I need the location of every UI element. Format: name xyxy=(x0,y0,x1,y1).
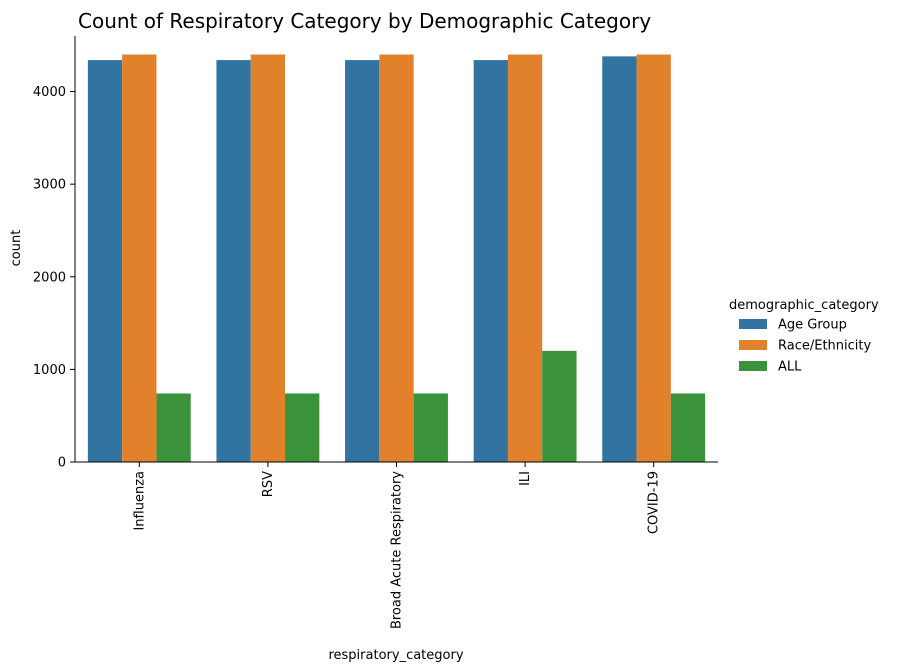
y-axis: 0 1000 2000 3000 4000 xyxy=(33,36,76,471)
y-axis-label: count xyxy=(9,230,24,267)
bar-all-ili xyxy=(542,350,577,462)
bar-race-ethnicity-broad-acute-respiratory xyxy=(379,54,414,463)
legend-entry-label: ALL xyxy=(778,360,802,375)
bar-age-group-broad-acute-respiratory xyxy=(345,60,380,462)
x-tick-label: Broad Acute Respiratory xyxy=(390,471,405,629)
y-tick-label: 3000 xyxy=(33,178,66,193)
bar-all-covid-19 xyxy=(670,393,706,462)
plot-area xyxy=(87,54,706,463)
x-tick-label: COVID-19 xyxy=(647,471,662,534)
bar-age-group-rsv xyxy=(216,60,251,462)
y-tick-label: 4000 xyxy=(33,85,66,100)
x-tick-label: RSV xyxy=(261,471,276,497)
chart-title: Count of Respiratory Category by Demogra… xyxy=(78,9,651,33)
bar-all-rsv xyxy=(285,393,320,462)
x-tick-label: ILI xyxy=(518,471,533,486)
x-axis: Influenza RSV Broad Acute Respiratory ILI CO… xyxy=(75,461,718,629)
x-tick-label: Influenza xyxy=(132,471,147,531)
legend-swatch xyxy=(739,319,767,329)
bar-all-influenza xyxy=(156,393,191,462)
x-axis-label: respiratory_category xyxy=(328,648,463,663)
legend: demographic_category Age Group Race/Ethni… xyxy=(729,298,879,375)
y-tick-label: 2000 xyxy=(33,270,66,285)
bar-race-ethnicity-rsv xyxy=(250,54,286,463)
legend-swatch xyxy=(739,361,767,371)
bar-age-group-influenza xyxy=(87,60,123,462)
y-tick-label: 1000 xyxy=(33,363,66,378)
bar-race-ethnicity-influenza xyxy=(122,54,157,463)
legend-entry-label: Age Group xyxy=(778,318,847,333)
legend-title: demographic_category xyxy=(729,298,879,313)
bar-race-ethnicity-covid-19 xyxy=(636,54,671,463)
bar-race-ethnicity-ili xyxy=(507,54,543,463)
legend-entry-label: Race/Ethnicity xyxy=(778,339,871,354)
y-tick-label: 0 xyxy=(58,456,66,471)
bar-all-broad-acute-respiratory xyxy=(413,393,448,462)
bar-age-group-ili xyxy=(473,60,508,462)
bar-age-group-covid-19 xyxy=(602,56,637,463)
legend-swatch xyxy=(739,340,767,350)
